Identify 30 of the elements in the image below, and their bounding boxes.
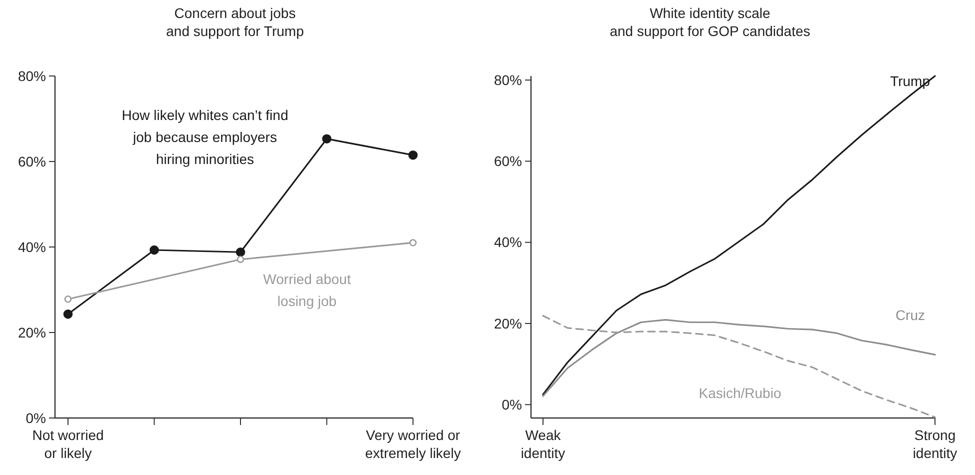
y-tick-label: 0% <box>502 396 522 413</box>
series-label: How likely whites can’t find job because employers hiring minorities <box>122 107 288 167</box>
series-label: Kasich/Rubio <box>698 385 782 401</box>
y-tick-label: 40% <box>18 238 46 255</box>
point <box>409 239 417 246</box>
y-tick-label: 80% <box>18 68 46 84</box>
point <box>236 256 244 264</box>
x-tick-label: Not worried or likely <box>32 427 104 461</box>
point <box>150 245 159 255</box>
x-tick-label: Weak identity <box>520 427 566 461</box>
series-label: Worried about losing job <box>263 271 351 309</box>
x-tick-label: Strong identity <box>912 427 958 461</box>
y-tick-label: 20% <box>494 315 522 332</box>
y-tick-label: 60% <box>18 153 46 170</box>
chart-title: White identity scale and support for GOP candidates <box>610 5 810 39</box>
y-tick-label: 0% <box>26 410 46 426</box>
y-tick-label: 20% <box>18 324 46 340</box>
y-tick-label: 60% <box>494 153 522 170</box>
series-label: Trump <box>890 73 930 89</box>
x-tick-label: Very worried or extremely likely <box>365 427 461 461</box>
line-series <box>542 319 936 397</box>
point <box>64 296 72 303</box>
series-label: Cruz <box>895 307 925 323</box>
point <box>63 309 73 319</box>
y-tick-label: 40% <box>494 234 522 250</box>
point <box>408 150 418 160</box>
point <box>236 247 246 257</box>
point <box>322 134 332 144</box>
y-tick-label: 80% <box>494 72 522 88</box>
chart-title: Concern about jobs and support for Trump <box>166 5 304 39</box>
